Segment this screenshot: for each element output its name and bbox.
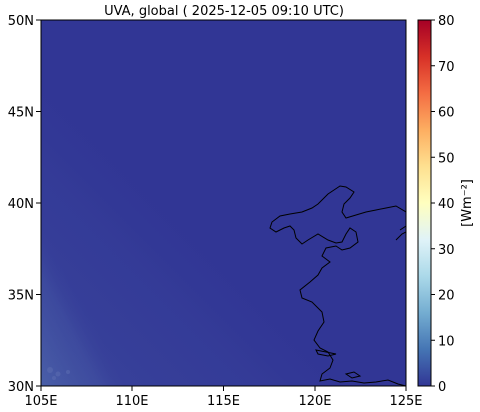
korea-coastline: [395, 225, 406, 241]
colorbar-tick-label: 60: [438, 106, 455, 121]
colorbar-tick-label: 20: [438, 289, 455, 304]
island-shape-2: [344, 371, 362, 379]
x-tick-label: 125E: [389, 394, 422, 409]
coastline: [269, 185, 406, 386]
bohai-coastline: [269, 185, 406, 386]
y-tick-label: 35N: [8, 289, 34, 304]
colorbar-tick-label: 10: [438, 334, 455, 349]
map-panel: [40, 19, 407, 387]
colorbar-tick-label: 0: [438, 380, 446, 395]
x-tick-label: 120E: [298, 394, 331, 409]
x-axis: 105E 110E 115E 120E 125E: [24, 386, 423, 409]
y-tick-label: 40N: [8, 197, 34, 212]
noise-patch: [47, 367, 70, 380]
field-gradient-soft: [41, 20, 406, 386]
colorbar-tick-label: 80: [438, 14, 455, 29]
colorbar-tick-label: 50: [438, 151, 455, 166]
x-tick-label: 110E: [115, 394, 148, 409]
x-tick-label: 105E: [24, 394, 57, 409]
colorbar-label: [Wm⁻²]: [460, 179, 475, 227]
colorbar-gradient: [417, 19, 432, 387]
colorbar: 80 70 60 50 40 30 20 10 0 [Wm⁻²]: [417, 14, 475, 395]
colorbar-tick-label: 30: [438, 243, 455, 258]
y-tick-label: 50N: [8, 14, 34, 29]
chart-title: UVA, global ( 2025-12-05 09:10 UTC): [104, 4, 344, 19]
y-tick-label: 30N: [8, 380, 34, 395]
y-axis: 50N 45N 40N 35N 30N: [8, 14, 41, 395]
colorbar-tick-label: 70: [438, 60, 455, 75]
y-tick-label: 45N: [8, 106, 34, 121]
island-shape-1: [315, 349, 337, 357]
x-tick-label: 115E: [207, 394, 240, 409]
colorbar-ticks: [431, 19, 435, 387]
colorbar-tick-label: 40: [438, 197, 455, 212]
